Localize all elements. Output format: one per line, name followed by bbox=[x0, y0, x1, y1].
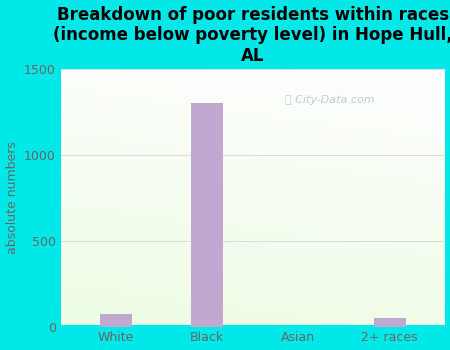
Bar bbox=[99, 314, 132, 327]
Text: ⓘ City-Data.com: ⓘ City-Data.com bbox=[284, 95, 374, 105]
Y-axis label: absolute numbers: absolute numbers bbox=[5, 142, 18, 254]
Bar bbox=[374, 318, 405, 327]
Bar bbox=[191, 103, 223, 327]
Title: Breakdown of poor residents within races
(income below poverty level) in Hope Hu: Breakdown of poor residents within races… bbox=[53, 6, 450, 65]
